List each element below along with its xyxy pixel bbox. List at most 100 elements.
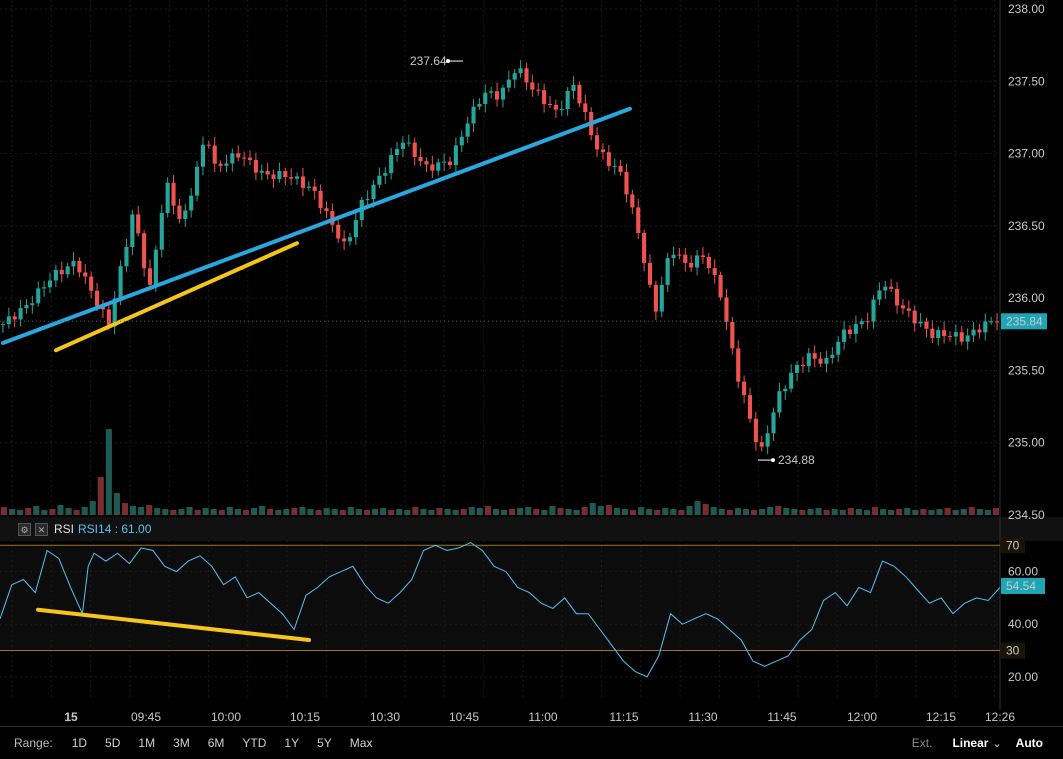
time-axis-tick: 10:30 bbox=[370, 710, 400, 724]
range-button-5y[interactable]: 5Y bbox=[317, 736, 332, 750]
candle-body bbox=[471, 106, 476, 124]
candle-body bbox=[442, 161, 447, 163]
range-button-1d[interactable]: 1D bbox=[71, 736, 88, 750]
volume-bar bbox=[501, 510, 508, 515]
candle-body bbox=[365, 199, 370, 201]
candle-body bbox=[12, 316, 17, 320]
candle-body bbox=[283, 171, 288, 178]
candle-body bbox=[630, 194, 635, 208]
candle-body bbox=[318, 190, 323, 209]
candle-body bbox=[983, 321, 988, 333]
candle-body bbox=[518, 68, 523, 74]
volume-bar bbox=[17, 510, 24, 515]
candle-body bbox=[253, 160, 258, 173]
volume-bar bbox=[121, 503, 129, 515]
range-button-5d[interactable]: 5D bbox=[105, 736, 121, 750]
candle-body bbox=[247, 157, 253, 161]
rsi-axis-tick: 60.00 bbox=[1008, 565, 1038, 579]
rsi-last-value-tag bbox=[1001, 577, 1045, 594]
range-button-3m[interactable]: 3M bbox=[173, 736, 190, 750]
volume-bar bbox=[307, 509, 314, 515]
candle-body bbox=[159, 212, 164, 250]
chevron-down-icon[interactable]: ⌄ bbox=[992, 737, 1002, 750]
price-axis-tick: 235.50 bbox=[1008, 363, 1045, 377]
volume-bar bbox=[81, 507, 88, 515]
volume-bar bbox=[557, 508, 564, 515]
volume-bar bbox=[49, 509, 56, 515]
volume-bar bbox=[928, 510, 935, 515]
auto-scale-button[interactable]: Auto bbox=[1015, 736, 1043, 750]
price-axis-tick: 237.00 bbox=[1008, 147, 1045, 161]
volume-bar bbox=[380, 508, 387, 515]
volume-bar bbox=[517, 508, 524, 515]
candle-body bbox=[377, 175, 382, 185]
volume-bar bbox=[904, 508, 911, 515]
candle-body bbox=[436, 162, 441, 171]
volume-bar bbox=[775, 506, 782, 515]
time-axis-tick: 12:00 bbox=[847, 710, 877, 724]
candle-body bbox=[677, 254, 682, 256]
volume-bar bbox=[138, 507, 145, 515]
volume-bar bbox=[242, 510, 249, 515]
candle-body bbox=[306, 186, 311, 188]
volume-bar bbox=[912, 510, 919, 515]
candle-body bbox=[342, 238, 347, 242]
support-trendline bbox=[54, 241, 299, 353]
candle-body bbox=[424, 161, 429, 165]
chart-canvas[interactable]: 238.00 237.50 237.00 236.50 236.00 235.50 235.… bbox=[0, 0, 1063, 726]
candle-body bbox=[147, 268, 153, 285]
candle-body bbox=[453, 145, 458, 166]
candle-body bbox=[830, 354, 835, 358]
candle-body bbox=[171, 182, 176, 206]
range-button-1y[interactable]: 1Y bbox=[284, 736, 300, 750]
candle-body bbox=[977, 329, 982, 333]
candle-body bbox=[465, 123, 470, 137]
low-marker-dot bbox=[771, 458, 775, 463]
time-axis-tick: 12:15 bbox=[926, 710, 956, 724]
volume-bar bbox=[97, 477, 104, 515]
volume-bar bbox=[347, 507, 354, 515]
range-button-ytd[interactable]: YTD bbox=[242, 736, 267, 750]
volume-bar bbox=[162, 509, 169, 515]
candle-body bbox=[871, 299, 876, 322]
volume-bar bbox=[170, 510, 177, 515]
candle-body bbox=[853, 324, 858, 334]
candle-body bbox=[495, 91, 500, 100]
range-button-6m[interactable]: 6M bbox=[207, 736, 225, 750]
candle-body bbox=[989, 321, 994, 323]
candle-body bbox=[418, 156, 423, 162]
candle-body bbox=[812, 353, 817, 359]
candle-body bbox=[106, 309, 111, 327]
candle-body bbox=[500, 87, 505, 100]
candle-body bbox=[447, 161, 453, 166]
volume-bar bbox=[9, 509, 16, 515]
ext-toggle[interactable]: Ext. bbox=[911, 736, 933, 750]
candle-body bbox=[42, 287, 47, 289]
candle-body bbox=[747, 395, 753, 419]
candle-body bbox=[824, 357, 829, 364]
candle-body bbox=[177, 205, 182, 219]
candle-body bbox=[706, 256, 711, 269]
volume-bar bbox=[767, 507, 774, 515]
candle-body bbox=[277, 171, 282, 179]
candle-body bbox=[353, 220, 358, 238]
rsi-trendline bbox=[36, 607, 311, 642]
range-button-1m[interactable]: 1M bbox=[138, 736, 156, 750]
volume-bar bbox=[234, 509, 241, 515]
range-button-max[interactable]: Max bbox=[349, 736, 373, 750]
settings-icon[interactable]: ⚙ bbox=[18, 522, 31, 536]
candle-body bbox=[947, 336, 953, 338]
time-axis-tick: 09:45 bbox=[131, 710, 161, 724]
volume-bar bbox=[428, 510, 435, 515]
scale-dropdown[interactable]: Linear bbox=[952, 736, 989, 750]
candle-body bbox=[53, 269, 58, 281]
candle-body bbox=[118, 266, 123, 299]
volume-bar bbox=[186, 507, 193, 515]
volume-bar bbox=[226, 507, 233, 515]
close-icon[interactable]: ✕ bbox=[35, 522, 48, 536]
candle-body bbox=[906, 308, 911, 311]
volume-bar bbox=[283, 509, 290, 515]
candle-body bbox=[536, 89, 541, 91]
volume-bar bbox=[468, 507, 475, 515]
candle-body bbox=[6, 316, 11, 325]
